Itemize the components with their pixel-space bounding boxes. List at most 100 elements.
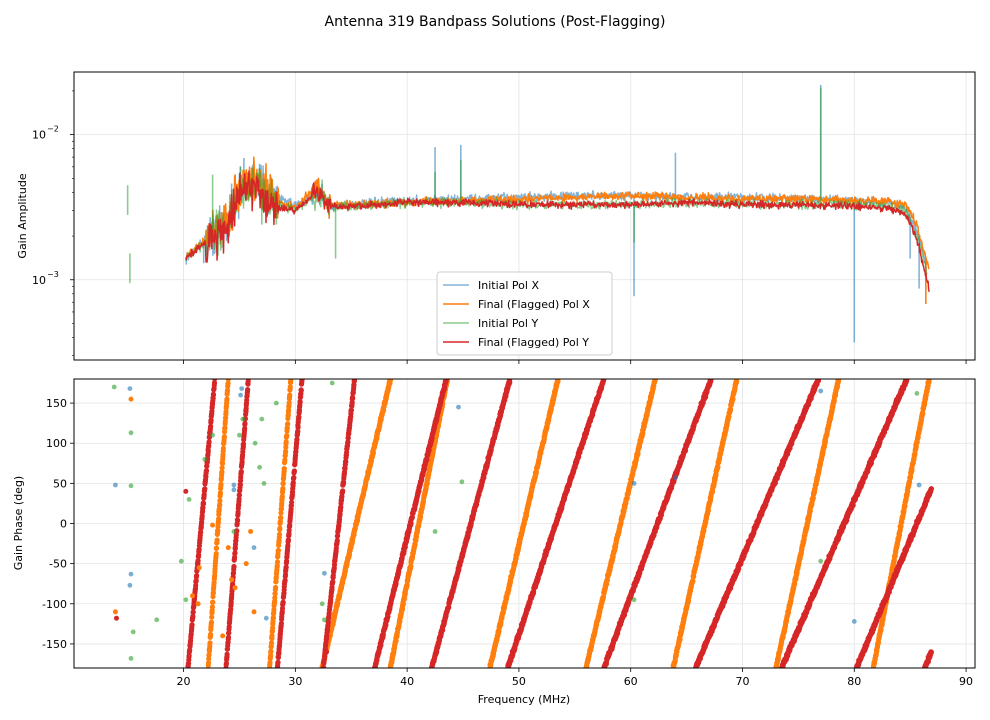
phase-ytick-label: 150 [46, 397, 67, 410]
legend-label-final-pol-x: Final (Flagged) Pol X [478, 298, 590, 311]
amp-series-line [185, 156, 930, 270]
phase-point [245, 387, 251, 393]
phase-point [224, 387, 231, 393]
phase-point [216, 516, 222, 522]
phase-point [280, 599, 286, 605]
phase-xtick-label: 20 [177, 675, 191, 688]
phase-point [219, 465, 225, 471]
phase-point [235, 517, 241, 524]
phase-ytick-label: 50 [53, 477, 67, 490]
phase-point [291, 468, 297, 474]
phase-point [217, 498, 223, 504]
phase-xtick-label: 80 [847, 675, 861, 688]
phase-point [270, 615, 276, 621]
phase-xtick-label: 90 [959, 675, 973, 688]
phase-point [270, 625, 276, 631]
phase-point [217, 490, 223, 496]
phase-point [271, 607, 277, 613]
phase-point [212, 379, 218, 381]
phase-point [400, 601, 406, 607]
phase-point [268, 640, 275, 646]
phase-point [291, 475, 297, 481]
phase-point [218, 481, 224, 487]
phase-point [202, 486, 208, 492]
phase-point [920, 411, 926, 417]
phase-point [275, 547, 281, 553]
phase-point [387, 379, 393, 383]
phase-point [208, 631, 214, 637]
amp-ytick-label: 10 [32, 129, 46, 142]
phase-point [223, 409, 229, 415]
phase-point [272, 595, 278, 601]
phase-point [408, 563, 414, 569]
phase-point [393, 638, 399, 644]
phase-point [279, 493, 285, 499]
amp-ytick-label: 10 [32, 274, 46, 287]
phase-point [219, 469, 225, 475]
phase-point [399, 606, 406, 613]
phase-point [214, 537, 220, 543]
amplitude-ticks: 10−310−2 [32, 90, 967, 364]
phase-point [604, 577, 611, 584]
phase-ytick-label: 100 [46, 437, 67, 450]
phase-point [340, 488, 346, 494]
phase-point [278, 510, 284, 516]
phase-point [286, 400, 292, 406]
phase-point [210, 392, 217, 398]
phase-point [231, 563, 237, 570]
phase-xtick-label: 40 [400, 675, 414, 688]
phase-ytick-label: -50 [49, 558, 67, 571]
phase-point [295, 424, 301, 430]
phase-point [224, 651, 230, 657]
phase-point [194, 573, 200, 579]
phase-point [288, 379, 294, 383]
phase-point [443, 379, 449, 383]
phase-point [284, 433, 290, 439]
phase-point [272, 591, 278, 597]
phase-point [878, 627, 884, 633]
phase-point [208, 619, 215, 625]
amp-ytick-exponent: −2 [47, 125, 59, 134]
phase-point [297, 399, 303, 405]
phase-point [287, 384, 293, 390]
phase-xtick-label: 70 [735, 675, 749, 688]
phase-point [299, 379, 305, 383]
phase-ytick-label: -100 [42, 598, 67, 611]
phase-point [209, 614, 215, 620]
phase-point [374, 435, 380, 441]
legend: Initial Pol X Final (Flagged) Pol X Init… [436, 271, 613, 356]
phase-ytick-label: 0 [60, 518, 67, 531]
phase-point [219, 461, 226, 467]
phase-point [285, 421, 291, 427]
phase-point [278, 515, 284, 521]
phase-point [283, 448, 289, 454]
phase-point [276, 531, 283, 537]
phase-point [533, 469, 540, 475]
phase-point [555, 379, 561, 384]
phase-point [210, 599, 216, 605]
phase-point [507, 379, 513, 381]
phase-point [205, 660, 212, 666]
phase-point [238, 468, 244, 475]
phase-point [298, 387, 304, 393]
phase-point [215, 528, 221, 534]
figure-title: Antenna 319 Bandpass Solutions (Post-Fla… [325, 14, 666, 30]
phase-point [277, 525, 283, 531]
phase-point [346, 552, 352, 558]
amplitude-series [126, 84, 930, 343]
amp-ytick-exponent: −3 [47, 270, 59, 279]
phase-point [273, 584, 279, 591]
phase-point [225, 379, 231, 382]
legend-label-initial-pol-x: Initial Pol X [478, 279, 539, 292]
phase-point [281, 466, 287, 472]
amplitude-frame [73, 71, 976, 361]
phase-point [222, 425, 228, 431]
phase-point [690, 578, 696, 584]
phase-point [221, 434, 227, 440]
phase-point [836, 379, 842, 383]
phase-point [267, 660, 273, 666]
phase-point [207, 640, 213, 646]
